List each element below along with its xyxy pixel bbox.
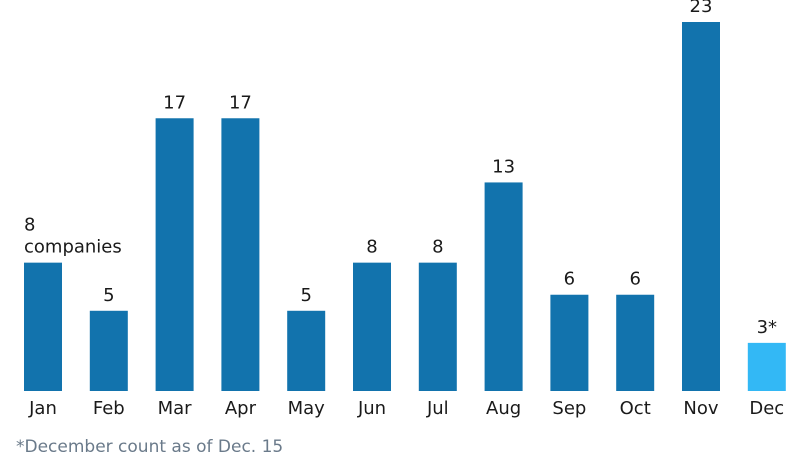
value-label-feb: 5 bbox=[103, 285, 114, 306]
bar-dec bbox=[747, 342, 786, 391]
value-label-dec: 3* bbox=[757, 317, 777, 338]
bar-feb bbox=[89, 310, 128, 391]
value-label-oct: 6 bbox=[629, 269, 640, 290]
x-tick-aug: Aug bbox=[486, 398, 521, 419]
value-label-sep: 6 bbox=[564, 269, 575, 290]
bar-jul bbox=[418, 262, 457, 391]
footnote: *December count as of Dec. 15 bbox=[16, 437, 284, 457]
value-label-jul: 8 bbox=[432, 237, 443, 258]
bar-oct bbox=[616, 294, 655, 391]
bar-may bbox=[287, 310, 326, 391]
x-tick-sep: Sep bbox=[552, 398, 586, 419]
x-tick-may: May bbox=[288, 398, 326, 419]
bar-aug bbox=[484, 182, 523, 391]
value-label-aug: 13 bbox=[492, 156, 515, 177]
x-tick-apr: Apr bbox=[225, 398, 257, 419]
x-tick-oct: Oct bbox=[620, 398, 651, 419]
value-label-may: 5 bbox=[300, 285, 311, 306]
x-axis-tick-labels: Jan Feb Mar Apr May Jun Jul Aug Sep Oct Nov Dec bbox=[28, 398, 784, 419]
x-tick-jan: Jan bbox=[28, 398, 57, 419]
value-label-nov: 23 bbox=[690, 0, 713, 17]
value-label-apr: 17 bbox=[229, 92, 252, 113]
value-label-jun: 8 bbox=[366, 237, 377, 258]
value-label-mar: 17 bbox=[163, 92, 186, 113]
value-label-jan: 8 bbox=[24, 215, 35, 236]
x-tick-mar: Mar bbox=[158, 398, 193, 419]
bars-group bbox=[24, 22, 786, 392]
x-tick-jul: Jul bbox=[426, 398, 449, 419]
value-label-unit: companies bbox=[24, 237, 122, 258]
x-tick-feb: Feb bbox=[93, 398, 125, 419]
x-tick-jun: Jun bbox=[357, 398, 386, 419]
bar-mar bbox=[155, 118, 194, 392]
bar-apr bbox=[221, 118, 260, 392]
bar-jun bbox=[353, 262, 391, 391]
bar-nov bbox=[682, 22, 720, 391]
x-tick-nov: Nov bbox=[683, 398, 718, 419]
bar-sep bbox=[550, 294, 589, 391]
x-tick-dec: Dec bbox=[749, 398, 784, 419]
bar-jan bbox=[24, 262, 62, 391]
